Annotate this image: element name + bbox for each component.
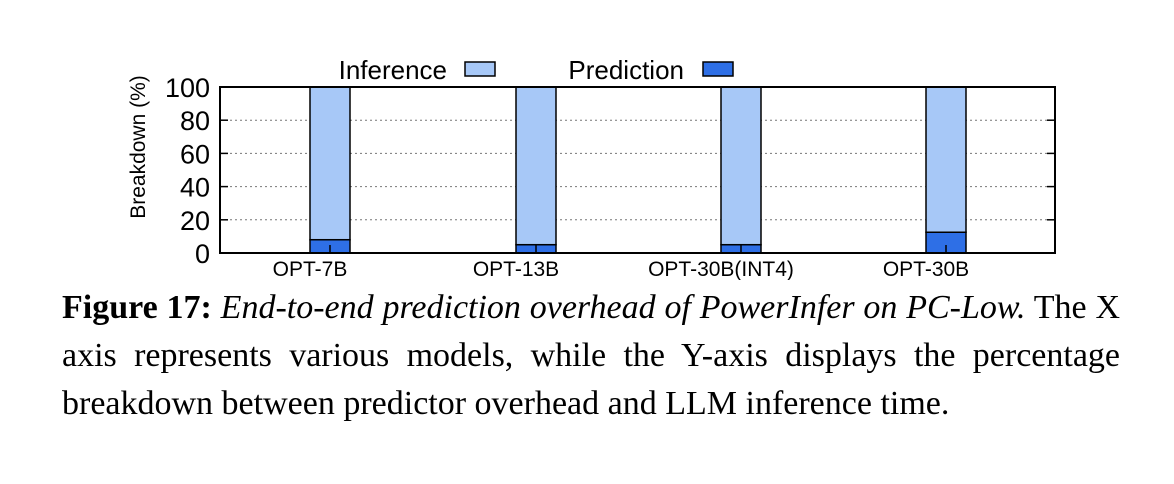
plot-frame xyxy=(219,86,1056,254)
bar-inference-opt-30b xyxy=(925,86,967,233)
figure-label: Figure 17: xyxy=(62,289,212,326)
legend-swatch-prediction xyxy=(702,61,734,77)
bars xyxy=(309,86,967,254)
figure-caption: Figure 17: End-to-end prediction overhea… xyxy=(62,284,1120,428)
grid xyxy=(220,119,1055,221)
bar-inference-opt-13b xyxy=(515,86,557,246)
x-tick-label: OPT-30B(INT4) xyxy=(648,258,794,280)
y-tick-label: 40 xyxy=(180,173,210,203)
bar-inference-opt-7b xyxy=(309,86,351,241)
legend-label-inference: Inference xyxy=(339,55,447,85)
x-tick-label: OPT-7B xyxy=(273,258,348,280)
x-ticks: OPT-7B OPT-13B OPT-30B(INT4) OPT-30B xyxy=(273,245,969,280)
y-axis-label: Breakdown (%) xyxy=(127,75,150,219)
figure-title: End-to-end prediction overhead of PowerI… xyxy=(220,289,1026,326)
y-tick-label: 20 xyxy=(180,206,210,236)
legend-label-prediction: Prediction xyxy=(568,55,684,85)
y-tick-label: 80 xyxy=(180,106,210,136)
x-tick-label: OPT-13B xyxy=(473,258,559,280)
y-tick-label: 60 xyxy=(180,139,210,169)
legend: Inference Prediction xyxy=(339,55,734,85)
bar-inference-opt-30b-int4- xyxy=(720,86,762,246)
x-tick-label: OPT-30B xyxy=(883,258,969,280)
y-tick-label: 0 xyxy=(195,239,210,269)
y-tick-label: 100 xyxy=(165,73,210,103)
caption-text: The X axis represents various models, wh… xyxy=(62,289,1121,422)
legend-swatch-inference xyxy=(464,61,496,77)
